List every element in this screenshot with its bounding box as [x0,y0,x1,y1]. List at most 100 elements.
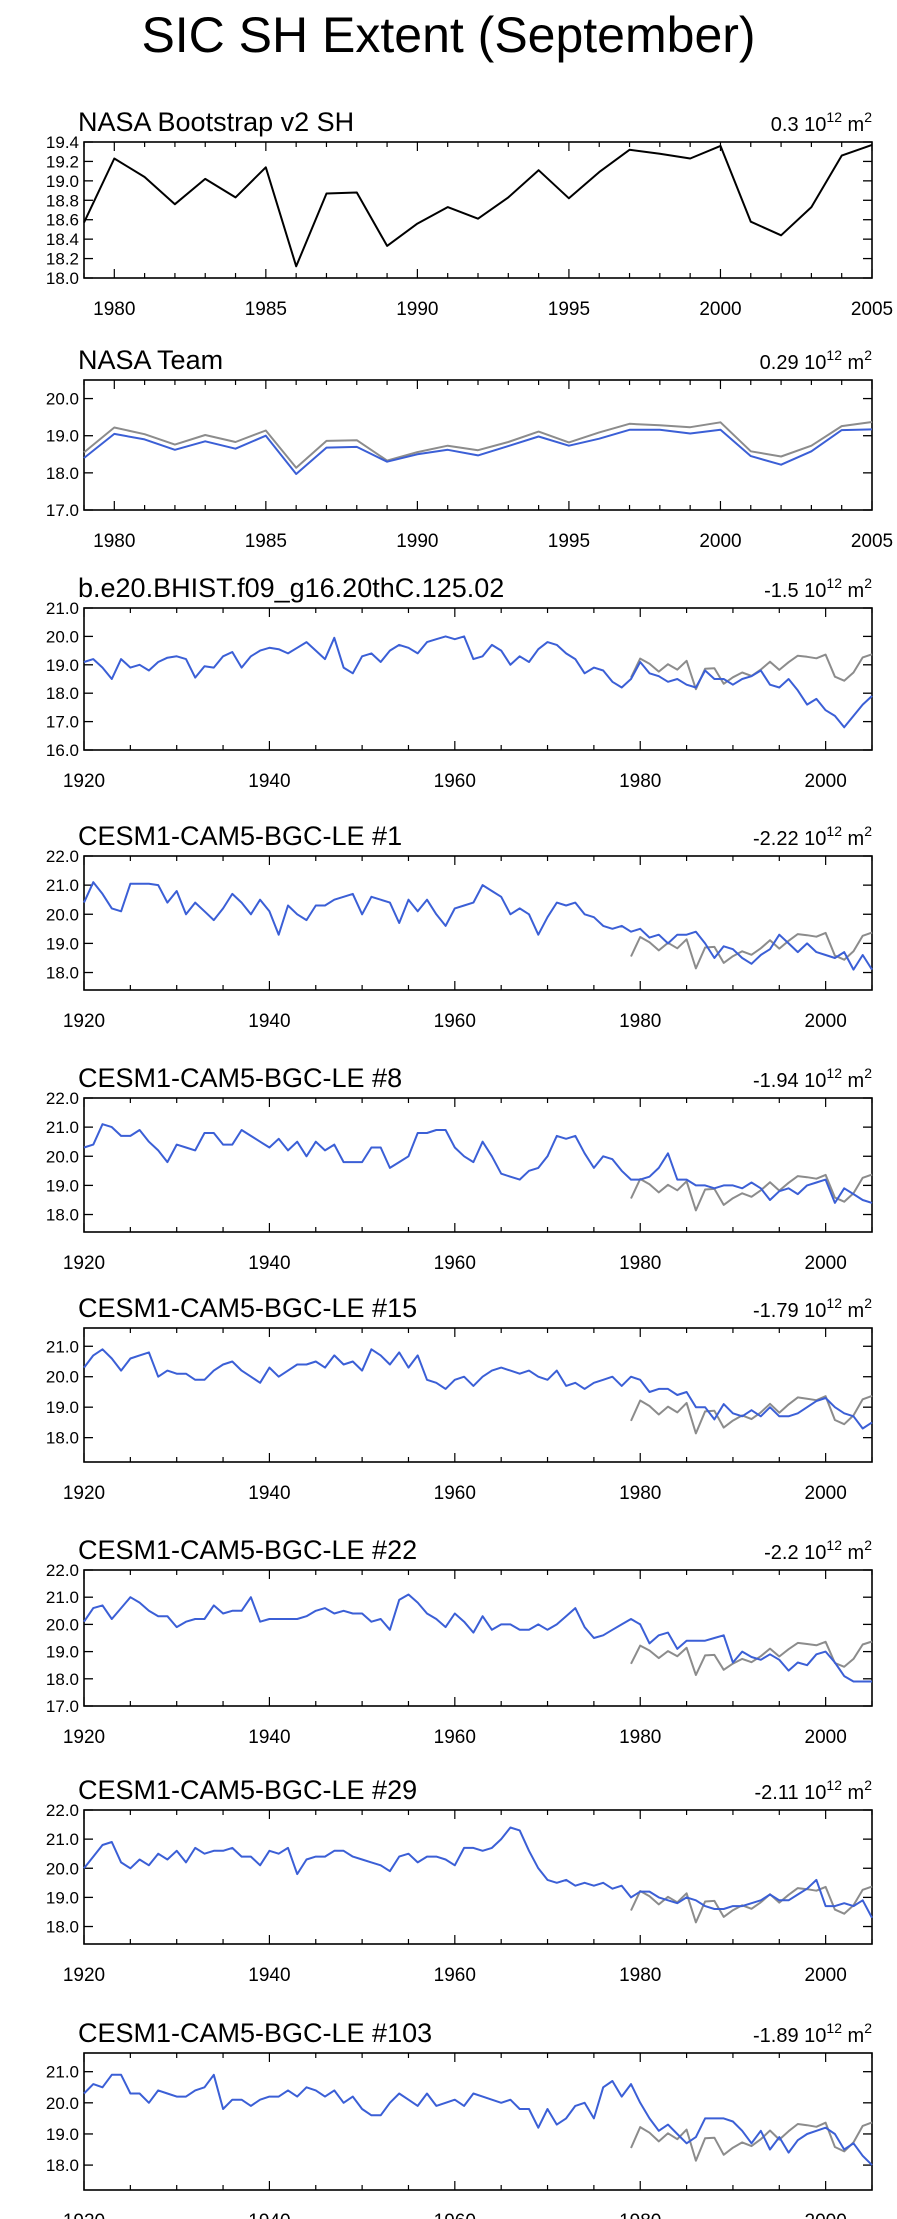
y-tick-label: 18.0 [46,1670,79,1689]
y-tick-label: 22.0 [46,1561,79,1580]
panel-title: NASA Bootstrap v2 SH [78,107,354,137]
panel-4: CESM1-CAM5-BGC-LE #1 -2.22 1012 m2 18.0 19.… [46,821,873,1032]
y-tick-label: 22.0 [46,1801,79,1820]
trend-label: 0.3 1012 m2 [771,109,872,136]
trend-label: -2.11 1012 m2 [755,1777,873,1804]
x-tick-label: 1995 [548,299,590,320]
x-tick-label: 1920 [63,1011,105,1032]
panel-title: CESM1-CAM5-BGC-LE #15 [78,1293,417,1323]
y-tick-label: 21.0 [46,599,79,618]
reference-series-line [630,1394,873,1435]
x-tick-label: 1940 [248,2211,290,2219]
y-tick-label: 20.0 [46,1368,79,1387]
trend-label: -1.89 1012 m2 [753,2020,872,2047]
model-series-line [83,1593,872,1683]
y-tick-label: 20.0 [46,905,79,924]
panel-title: CESM1-CAM5-BGC-LE #22 [78,1535,417,1565]
plot-frame [83,2052,873,2191]
trend-label: -2.22 1012 m2 [753,823,872,850]
x-tick-label: 1960 [434,1011,476,1032]
model-series-line [83,1826,873,1919]
x-tick-label: 1960 [434,1965,476,1986]
plot-frame [83,607,873,751]
plot-frame [83,1327,873,1463]
y-tick-label: 20.0 [46,1859,79,1878]
panel-title: b.e20.BHIST.f09_g16.20thC.125.02 [78,573,504,603]
y-tick-label: 18.0 [46,269,79,288]
y-tick-label: 18.0 [46,464,79,483]
y-tick-label: 19.4 [46,133,79,152]
x-tick-label: 2000 [805,2211,847,2219]
y-tick-label: 18.2 [46,250,79,269]
x-tick-label: 1940 [248,1965,290,1986]
plot-frame [83,1809,873,1945]
main-title: SIC SH Extent (September) [141,7,756,63]
x-tick-label: 2000 [805,1253,847,1274]
reference-series-line [630,653,873,691]
x-tick-label: 1990 [396,531,438,552]
panel-2: NASA Team 0.29 1012 m2 17.0 18.0 19.0 20.0 198… [46,345,893,552]
panel-title: CESM1-CAM5-BGC-LE #1 [78,821,402,851]
x-tick-label: 1985 [245,531,287,552]
x-tick-label: 1920 [63,1727,105,1748]
y-tick-label: 18.0 [46,1206,79,1225]
plot-frame [83,141,873,279]
y-tick-label: 18.8 [46,191,79,210]
y-tick-label: 18.0 [46,1429,79,1448]
x-tick-label: 1980 [619,1965,661,1986]
y-tick-label: 17.0 [46,501,79,520]
x-tick-label: 2000 [805,1483,847,1504]
y-tick-label: 18.0 [46,684,79,703]
model-series-line [83,635,873,729]
panel-6: CESM1-CAM5-BGC-LE #15 -1.79 1012 m2 18.0 19… [46,1293,873,1504]
x-tick-label: 1960 [434,1727,476,1748]
y-tick-label: 20.0 [46,1147,79,1166]
model-series-line [83,1348,873,1430]
y-tick-label: 22.0 [46,847,79,866]
reference-series-line [83,421,873,469]
model-series-line [83,881,873,971]
x-tick-label: 2005 [851,299,893,320]
x-tick-label: 1980 [619,1011,661,1032]
x-tick-label: 2000 [805,1965,847,1986]
panel-7: CESM1-CAM5-BGC-LE #22 -2.2 1012 m2 17.0 18.… [46,1535,873,1748]
y-tick-label: 16.0 [46,741,79,760]
model-series-line [83,2073,873,2166]
x-tick-label: 1990 [396,299,438,320]
y-tick-label: 19.0 [46,2125,79,2144]
x-tick-label: 2000 [699,299,741,320]
reference-series-line [630,2121,873,2162]
y-tick-label: 19.0 [46,934,79,953]
y-tick-label: 20.0 [46,627,79,646]
x-tick-label: 1960 [434,771,476,792]
plot-frame [83,1097,873,1233]
x-tick-label: 1960 [434,1253,476,1274]
plot-frame [83,1569,873,1707]
panel-title: CESM1-CAM5-BGC-LE #103 [78,2018,432,2048]
y-tick-label: 19.0 [46,1888,79,1907]
model-series-line [83,1123,873,1204]
x-tick-label: 1920 [63,1965,105,1986]
x-tick-label: 1940 [248,1253,290,1274]
x-tick-label: 1980 [619,771,661,792]
x-tick-label: 2000 [805,771,847,792]
trend-label: -1.79 1012 m2 [753,1295,872,1322]
x-tick-label: 1980 [93,531,135,552]
x-tick-label: 1960 [434,2211,476,2219]
panel-9: CESM1-CAM5-BGC-LE #103 -1.89 1012 m2 18.0 1… [46,2018,873,2219]
x-tick-label: 2000 [805,1727,847,1748]
reference-series-line [630,1885,873,1924]
y-tick-label: 20.0 [46,1615,79,1634]
x-tick-label: 1980 [619,2211,661,2219]
y-tick-label: 19.0 [46,1643,79,1662]
x-tick-label: 1940 [248,1011,290,1032]
x-tick-label: 2000 [699,531,741,552]
x-tick-label: 1940 [248,771,290,792]
y-tick-label: 21.0 [46,1118,79,1137]
x-tick-label: 2005 [851,531,893,552]
trend-label: -1.94 1012 m2 [753,1065,872,1092]
x-tick-label: 1985 [245,299,287,320]
panel-5: CESM1-CAM5-BGC-LE #8 -1.94 1012 m2 18.0 19.… [46,1063,873,1274]
panel-title: CESM1-CAM5-BGC-LE #29 [78,1775,417,1805]
